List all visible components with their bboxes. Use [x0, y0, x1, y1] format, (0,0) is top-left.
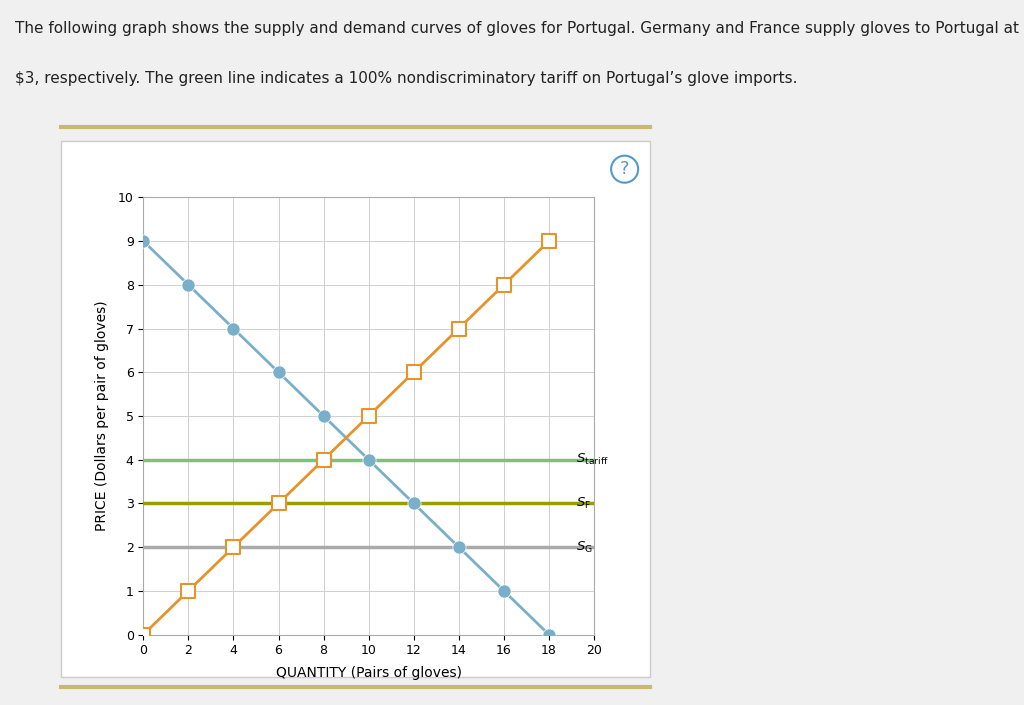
Point: [225, 541, 242, 553]
Y-axis label: PRICE (Dollars per pair of gloves): PRICE (Dollars per pair of gloves): [95, 300, 110, 532]
X-axis label: QUANTITY (Pairs of gloves): QUANTITY (Pairs of gloves): [275, 666, 462, 680]
Point: [270, 498, 287, 509]
Point: [406, 367, 422, 378]
Text: ?: ?: [620, 160, 630, 178]
Point: [451, 323, 467, 334]
Point: [270, 367, 287, 378]
Point: [180, 279, 197, 290]
Point: [451, 541, 467, 553]
Point: [315, 454, 332, 465]
Text: $S_{\mathrm{F}}$: $S_{\mathrm{F}}$: [575, 496, 591, 511]
Point: [541, 235, 557, 247]
Point: [360, 454, 377, 465]
Text: $S_{\mathrm{tariff}}$: $S_{\mathrm{tariff}}$: [575, 452, 608, 467]
Point: [315, 410, 332, 422]
Point: [135, 629, 152, 640]
Point: [360, 410, 377, 422]
Point: [496, 585, 512, 596]
Point: [180, 585, 197, 596]
Point: [406, 498, 422, 509]
Text: $3, respectively. The green line indicates a 100% nondiscriminatory tariff on Po: $3, respectively. The green line indicat…: [15, 70, 798, 85]
Point: [135, 235, 152, 247]
Point: [225, 323, 242, 334]
Text: The following graph shows the supply and demand curves of gloves for Portugal. G: The following graph shows the supply and…: [15, 21, 1024, 36]
Point: [541, 629, 557, 640]
Text: $S_{\mathrm{G}}$: $S_{\mathrm{G}}$: [575, 539, 593, 555]
Point: [496, 279, 512, 290]
